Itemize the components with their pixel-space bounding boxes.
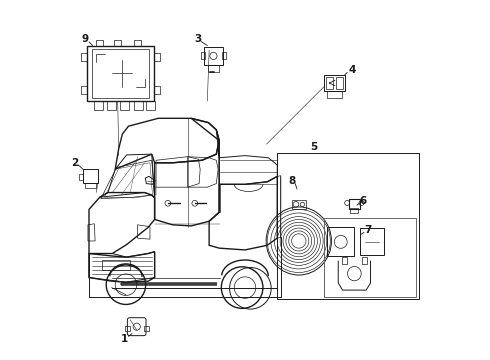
Text: 1: 1	[121, 333, 128, 343]
Bar	[78, 174, 83, 180]
Bar	[277, 153, 419, 299]
Bar	[324, 75, 344, 91]
Bar	[336, 77, 343, 89]
Bar	[124, 325, 129, 330]
Bar	[87, 45, 153, 101]
Bar	[147, 101, 155, 110]
Bar	[81, 86, 87, 94]
Text: 8: 8	[289, 176, 296, 186]
Text: 3: 3	[194, 35, 201, 44]
Bar	[134, 40, 141, 45]
Text: 7: 7	[364, 225, 371, 235]
Bar	[342, 257, 347, 264]
Bar	[144, 325, 149, 330]
Bar	[362, 257, 367, 264]
Text: 4: 4	[348, 64, 356, 75]
Bar	[349, 199, 360, 209]
Bar	[324, 218, 416, 297]
Bar	[114, 40, 122, 45]
Bar	[153, 86, 160, 94]
Bar	[107, 101, 116, 110]
Bar	[201, 53, 205, 59]
Bar	[350, 208, 358, 213]
Bar	[85, 183, 96, 188]
Text: 2: 2	[71, 158, 78, 168]
Bar	[292, 200, 306, 209]
Bar	[222, 53, 225, 59]
Bar	[81, 53, 87, 60]
Bar	[101, 260, 130, 270]
Bar	[208, 64, 219, 72]
Bar	[96, 40, 103, 45]
Bar	[153, 53, 160, 60]
Text: 6: 6	[360, 196, 367, 206]
Bar	[92, 49, 149, 98]
Bar	[326, 77, 333, 89]
Text: 9: 9	[82, 35, 89, 44]
Bar	[83, 169, 98, 183]
Bar	[94, 101, 102, 110]
Bar	[134, 101, 143, 110]
Text: 5: 5	[310, 142, 318, 152]
Bar	[120, 101, 129, 110]
Bar	[327, 91, 342, 98]
